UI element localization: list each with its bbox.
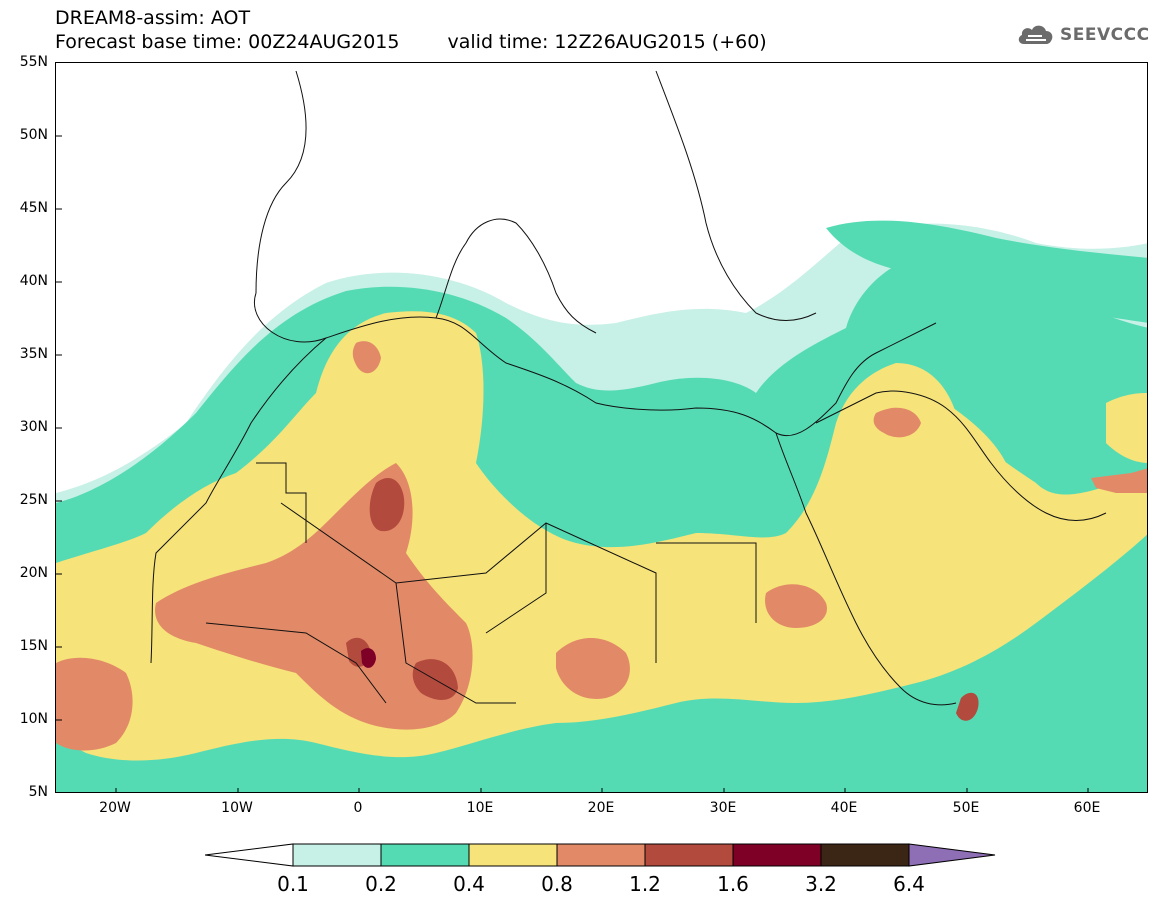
base-time: Forecast base time: 00Z24AUG2015 — [55, 31, 400, 53]
lat-label: 40N — [19, 273, 48, 289]
lat-label: 45N — [19, 200, 48, 216]
lon-label: 50E — [952, 800, 980, 816]
aot-level-1-6 — [361, 648, 376, 668]
colorbar-label: 6.4 — [893, 872, 925, 896]
colorbar-bin — [468, 843, 558, 867]
cloud-logo-icon — [1018, 25, 1053, 44]
lon-label: 20W — [99, 800, 131, 816]
colorbar-high-arrow — [908, 843, 996, 867]
aot-level-0-8 — [56, 341, 1147, 751]
map-title: DREAM8-assim: AOT — [55, 7, 251, 29]
lat-label: 55N — [19, 54, 48, 70]
colorbar-label: 1.6 — [717, 872, 749, 896]
colorbar-label: 0.8 — [541, 872, 573, 896]
colorbar-bin — [644, 843, 734, 867]
logo-text: SEEVCCC — [1060, 25, 1150, 45]
lat-label: 25N — [19, 492, 48, 508]
lat-label: 5N — [28, 784, 48, 800]
lon-label: 10E — [466, 800, 494, 816]
colorbar-bin — [292, 843, 382, 867]
lat-label: 20N — [19, 565, 48, 581]
aot-level-1-2 — [346, 478, 979, 721]
lon-label: 0 — [353, 800, 363, 816]
valid-time: valid time: 12Z26AUG2015 (+60) — [447, 31, 767, 53]
lon-label: 10W — [221, 800, 253, 816]
seevccc-logo: SEEVCCC — [1016, 22, 1150, 48]
colorbar-bin — [820, 843, 910, 867]
colorbar-label: 1.2 — [629, 872, 661, 896]
colorbar-bin — [556, 843, 646, 867]
lon-label: 40E — [830, 800, 858, 816]
lon-label: 60E — [1073, 800, 1101, 816]
colorbar-label: 0.1 — [277, 872, 309, 896]
lat-label: 50N — [19, 127, 48, 143]
colorbar-low-arrow — [205, 843, 294, 867]
colorbar-bin — [380, 843, 470, 867]
lon-label: 20E — [587, 800, 615, 816]
aot-map — [55, 62, 1148, 793]
colorbar-label: 3.2 — [805, 872, 837, 896]
map-header: DREAM8-assim: AOT Forecast base time: 00… — [55, 6, 767, 54]
colorbar-bin — [732, 843, 822, 867]
coastlines — [150, 70, 1107, 706]
time-line: Forecast base time: 00Z24AUG2015 valid ti… — [55, 30, 767, 54]
axis-ticks — [56, 135, 1089, 792]
lat-label: 15N — [19, 638, 48, 654]
map-canvas — [56, 70, 1147, 792]
colorbar-label: 0.4 — [453, 872, 485, 896]
lat-label: 35N — [19, 346, 48, 362]
lon-label: 30E — [709, 800, 737, 816]
colorbar-label: 0.2 — [365, 872, 397, 896]
colorbar — [205, 843, 996, 867]
lat-label: 30N — [19, 419, 48, 435]
lat-label: 10N — [19, 711, 48, 727]
